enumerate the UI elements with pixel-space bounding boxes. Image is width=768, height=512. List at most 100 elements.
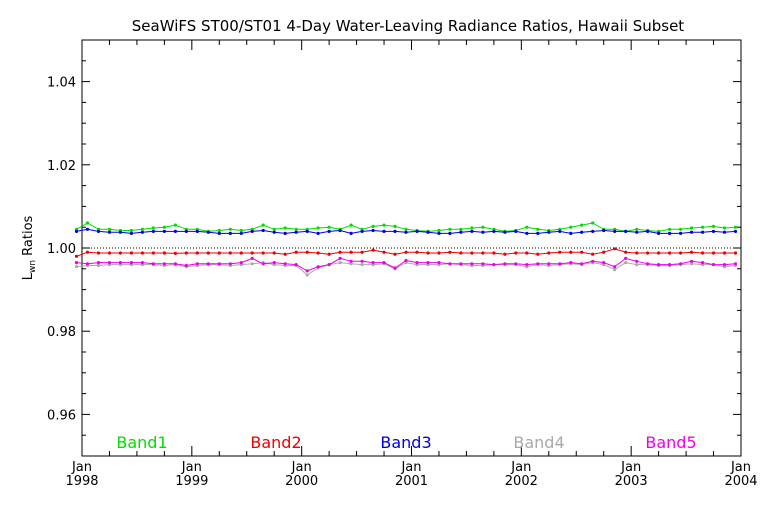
data-point: [679, 227, 683, 231]
data-point: [96, 229, 101, 233]
data-point: [371, 228, 375, 233]
data-point: [118, 261, 122, 265]
data-point: [107, 251, 112, 255]
legend-entry-band3: Band3: [380, 433, 431, 452]
data-point: [195, 251, 199, 255]
y-tick-label: 0.98: [47, 325, 76, 340]
data-point: [657, 263, 661, 267]
data-point: [602, 250, 606, 254]
data-point: [360, 263, 364, 267]
data-point: [305, 273, 309, 277]
data-point: [580, 262, 584, 266]
data-point: [569, 231, 573, 235]
data-point: [162, 251, 166, 255]
data-point: [283, 231, 287, 235]
data-point: [525, 225, 529, 229]
data-point: [393, 224, 397, 228]
data-point: [646, 262, 650, 266]
data-point: [107, 230, 112, 234]
data-point: [173, 251, 177, 255]
x-tick-month-label: Jan: [181, 460, 202, 475]
data-point: [327, 263, 331, 267]
data-point: [316, 265, 320, 269]
data-point: [459, 251, 463, 255]
x-tick-year-label: 2004: [724, 474, 757, 489]
data-point: [327, 225, 331, 229]
data-point: [459, 230, 463, 234]
data-point: [624, 250, 628, 254]
data-point: [711, 263, 716, 267]
y-tick-label: 1.02: [47, 159, 76, 174]
data-point: [382, 250, 386, 254]
data-point: [635, 259, 639, 263]
data-point: [569, 250, 573, 254]
data-point: [371, 261, 375, 265]
data-point: [118, 251, 122, 255]
data-point: [151, 251, 155, 255]
data-point: [481, 230, 485, 234]
data-point: [162, 229, 166, 233]
series-group: [74, 221, 738, 277]
data-point: [448, 227, 452, 231]
data-point: [591, 259, 595, 263]
data-point: [492, 229, 496, 233]
data-point: [426, 230, 430, 234]
data-point: [547, 262, 551, 266]
data-point: [140, 251, 144, 255]
data-point: [635, 227, 639, 231]
data-point: [668, 231, 672, 235]
data-point: [679, 251, 683, 255]
data-point: [690, 259, 694, 263]
y-axis-label-main: L: [21, 272, 36, 280]
data-point: [404, 258, 408, 263]
data-point: [206, 230, 210, 234]
data-point: [151, 262, 155, 266]
data-point: [722, 251, 727, 255]
data-point: [547, 251, 551, 255]
data-point: [481, 262, 485, 266]
data-point: [184, 263, 188, 268]
data-point: [426, 261, 430, 265]
x-tick-year-label: 2001: [395, 474, 428, 489]
x-tick-month-label: Jan: [400, 460, 421, 475]
data-point: [492, 263, 496, 267]
data-point: [613, 268, 617, 272]
data-point: [349, 259, 353, 263]
data-point: [140, 261, 144, 265]
data-point: [525, 231, 529, 235]
data-point: [415, 229, 419, 233]
data-point: [668, 263, 672, 267]
data-point: [382, 261, 386, 265]
data-point: [470, 262, 474, 266]
data-point: [525, 251, 529, 255]
data-point: [217, 231, 221, 235]
data-point: [228, 251, 232, 255]
data-point: [195, 262, 199, 266]
data-point: [679, 231, 683, 235]
data-point: [316, 226, 320, 230]
data-point: [701, 251, 705, 255]
data-point: [261, 223, 265, 227]
x-tick-year-label: 1998: [65, 474, 98, 489]
data-point: [448, 250, 452, 254]
data-point: [701, 230, 705, 234]
data-point: [536, 231, 540, 235]
data-point: [173, 229, 177, 233]
x-tick-month-label: Jan: [620, 460, 641, 475]
x-tick-month-label: Jan: [71, 460, 92, 475]
data-point: [228, 231, 232, 235]
data-point: [591, 221, 595, 225]
y-tick-label: 1.04: [47, 76, 76, 91]
legend: Band1 Band2 Band3 Band4 Band5: [116, 433, 696, 452]
y-axis-label-subscript: wn: [28, 260, 38, 273]
data-point: [305, 269, 309, 273]
data-point: [360, 229, 364, 233]
data-point: [404, 230, 408, 234]
legend-entry-band4: Band4: [513, 433, 564, 452]
data-point: [690, 230, 694, 234]
data-point: [184, 251, 188, 255]
data-point: [701, 225, 705, 229]
data-point: [316, 251, 320, 255]
x-axis: Jan1998Jan1999Jan2000Jan2001Jan2002Jan20…: [65, 40, 758, 489]
data-point: [701, 261, 705, 265]
